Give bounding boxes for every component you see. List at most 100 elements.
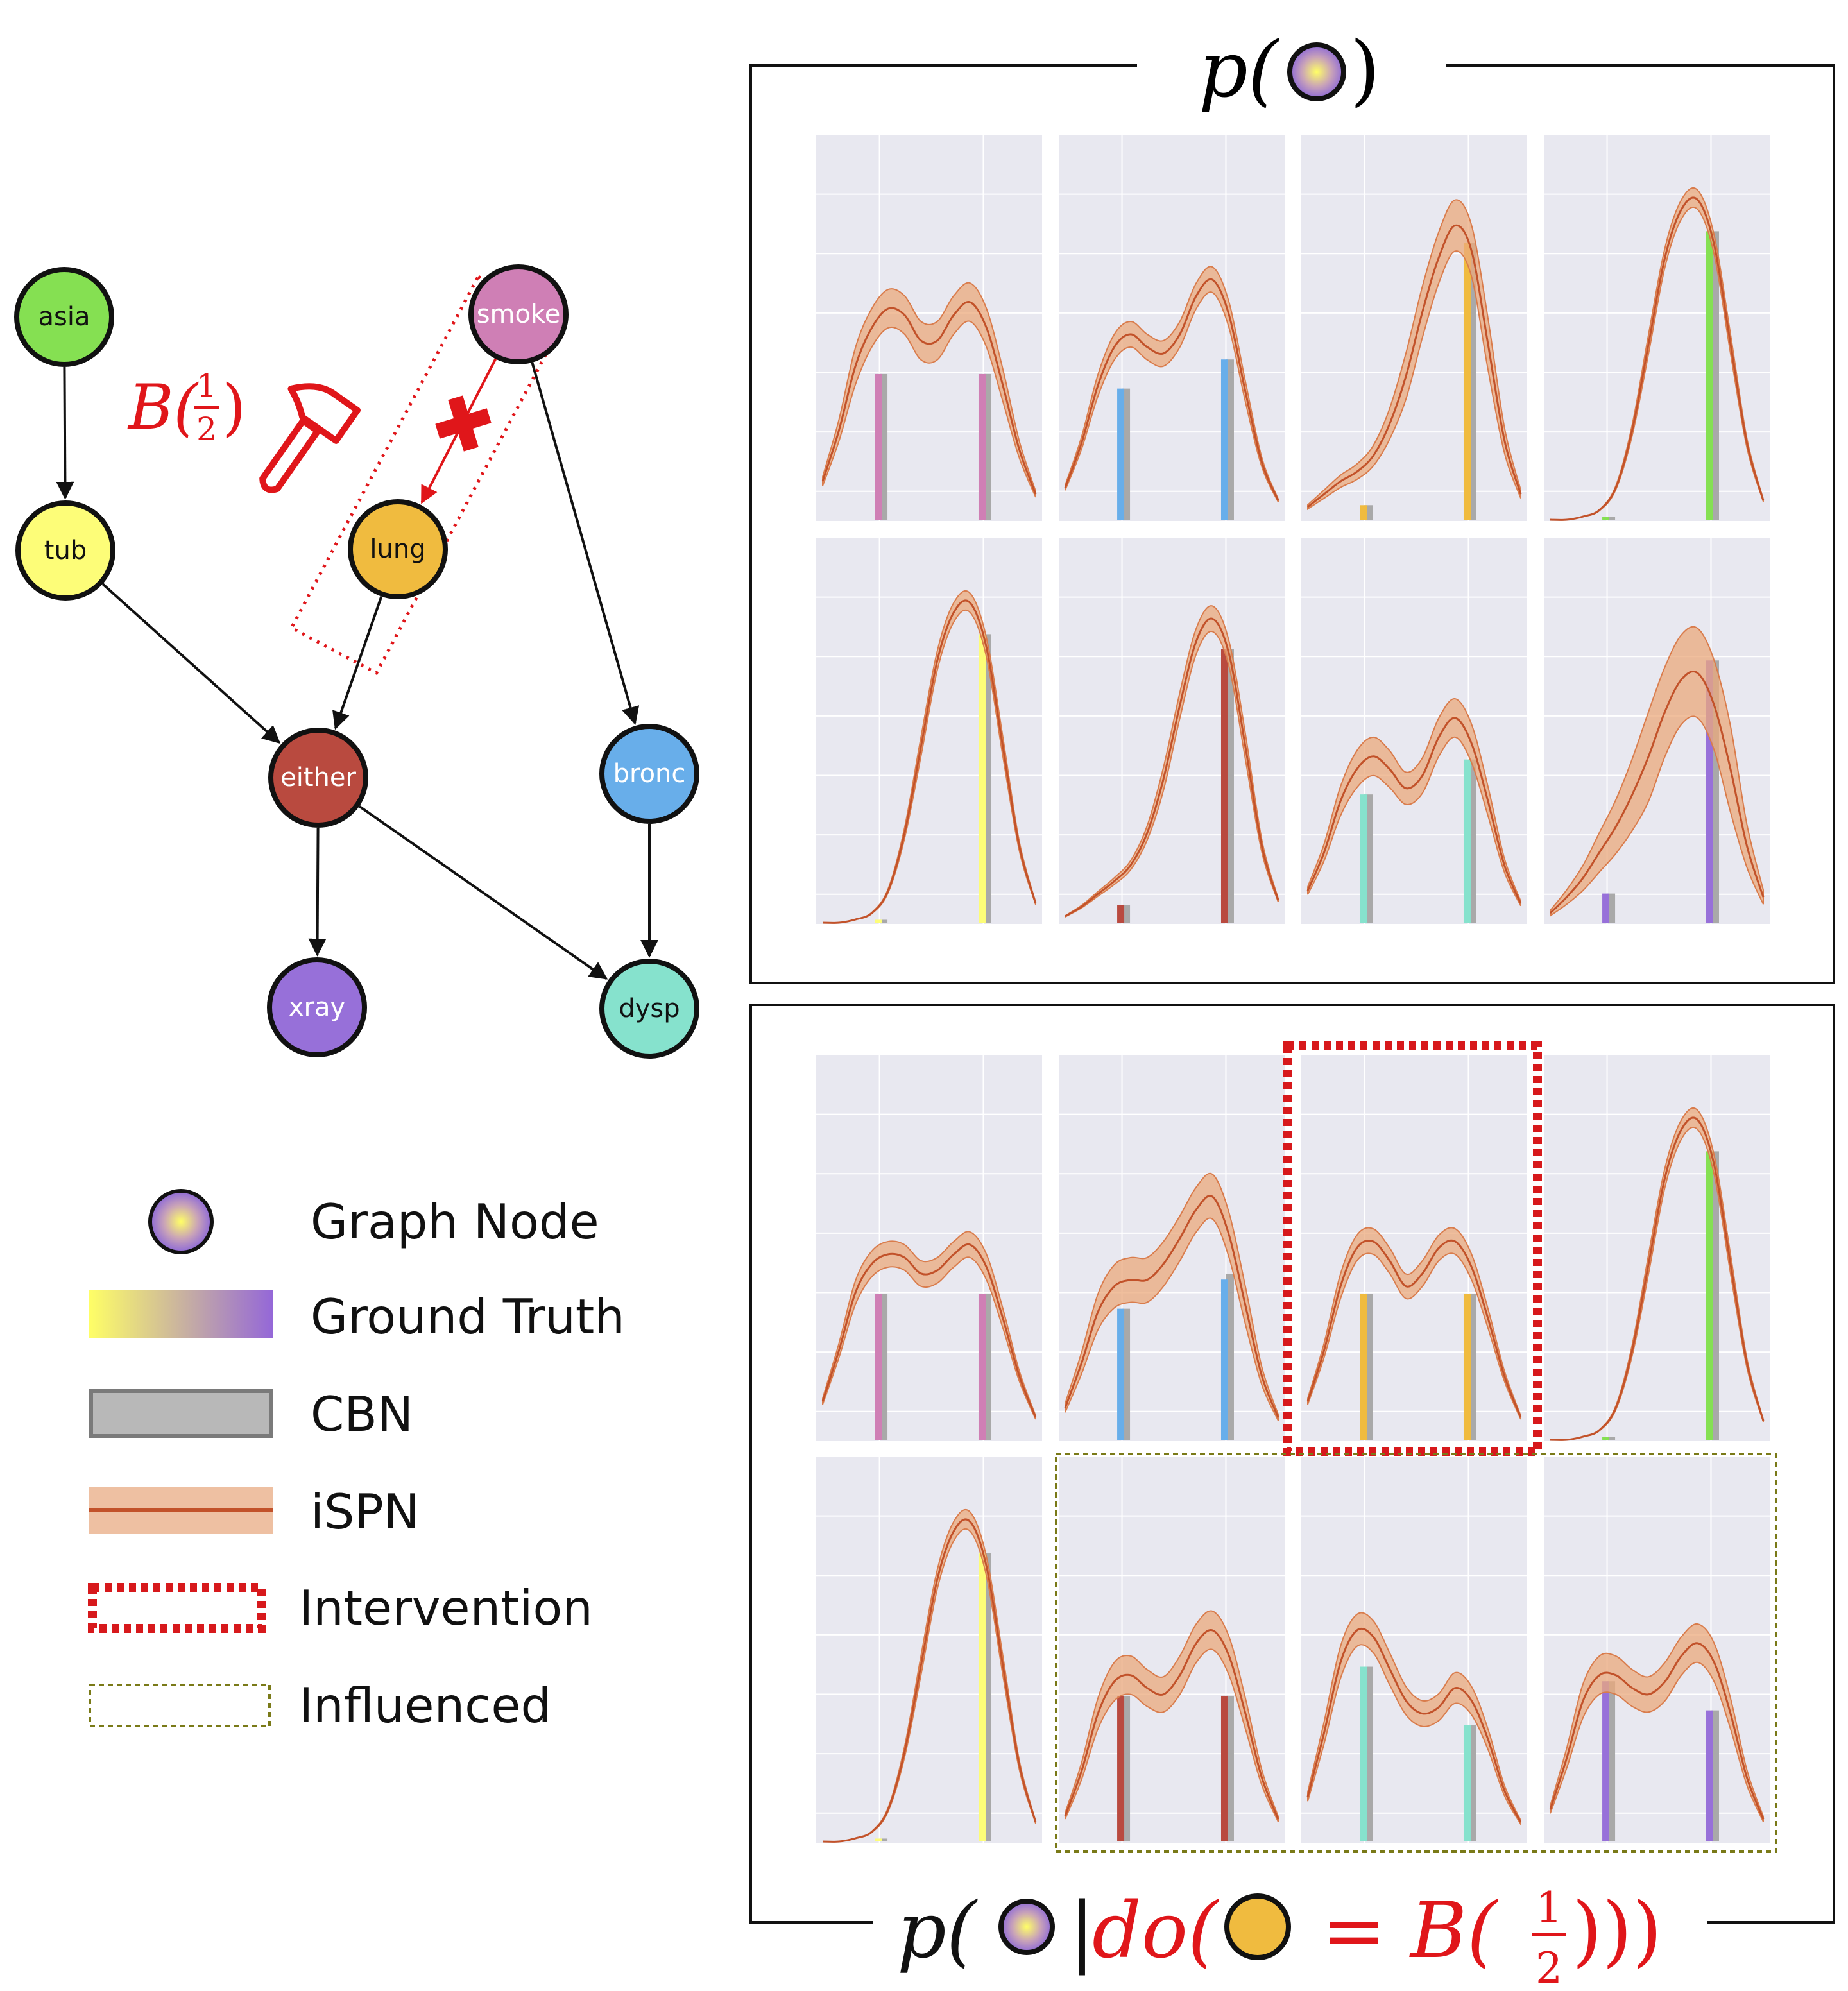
plot-background (1059, 135, 1285, 521)
ground-truth-bar-0 (1602, 517, 1610, 520)
ground-truth-bar-0 (1117, 1695, 1125, 1841)
graph-node-smoke[interactable]: smoke (468, 264, 569, 364)
ispn-line (1064, 1628, 1279, 1820)
ground-truth-bar-0 (1602, 893, 1610, 923)
ground-truth-bar-0 (875, 373, 882, 520)
fraction-bar (194, 406, 219, 409)
legend-ground-truth-swatch (89, 1290, 273, 1338)
intervention-label-suffix: ) (222, 372, 246, 443)
plot-background (1544, 1055, 1770, 1441)
intervention-label-num: 1 (196, 367, 217, 404)
graph-node-xray[interactable]: xray (267, 957, 367, 1057)
plot-background (816, 538, 1042, 924)
plot-bottom-6-dysp (1301, 1457, 1527, 1843)
graph-node-smoke-label: smoke (477, 300, 561, 329)
bottom-title-num: 1 (1536, 1883, 1562, 1933)
bottom-panel-frame (749, 1004, 1835, 1924)
bottom-title-B: B( (1409, 1886, 1498, 1976)
ground-truth-bar-1 (1706, 1710, 1713, 1841)
ispn-band (1307, 199, 1521, 511)
bottom-title-node-icon (998, 1899, 1055, 1955)
plot-background (1301, 538, 1527, 924)
graph-node-either[interactable]: either (268, 728, 368, 828)
ispn-band (1550, 626, 1764, 918)
plot-bottom-7-xray (1544, 1457, 1770, 1843)
cbn-bar-0 (879, 1838, 888, 1841)
bottom-title-equals: = (1322, 1886, 1387, 1976)
graph-node-asia-label: asia (38, 302, 90, 332)
ispn-band (1307, 698, 1521, 907)
ground-truth-bar-1 (1220, 359, 1228, 520)
ground-truth-bar-0 (1360, 505, 1367, 520)
plot-background (1059, 1457, 1285, 1843)
legend-ispn-label: iSPN (311, 1483, 420, 1540)
bottom-title-close: ))) (1572, 1886, 1662, 1976)
influenced-highlight-box (1055, 1453, 1777, 1853)
edge-either-xray (308, 827, 327, 957)
ground-truth-bar-0 (875, 1294, 882, 1440)
ground-truth-bar-0 (1117, 905, 1125, 923)
ground-truth-bar-1 (978, 1294, 986, 1440)
bottom-title-p: p( (897, 1886, 978, 1976)
legend-intervention-swatch (88, 1583, 266, 1633)
graph-node-dysp-label: dysp (619, 994, 680, 1023)
legend-ground-truth-label: Ground Truth (311, 1288, 625, 1345)
ispn-band (1065, 605, 1279, 918)
legend-intervention-label: Intervention (299, 1580, 593, 1636)
ispn-line (1065, 617, 1279, 918)
intervention-label-prefix: B( (127, 372, 200, 443)
ground-truth-bar-1 (1220, 649, 1228, 923)
ground-truth-bar-0 (1360, 794, 1367, 923)
graph-node-lung-label: lung (370, 534, 425, 564)
plot-top-7-xray (1544, 538, 1770, 924)
graph-node-either-label: either (280, 763, 356, 792)
ispn-band (822, 590, 1036, 924)
ispn-line (1306, 717, 1522, 904)
edge-cut-cross-icon (435, 395, 492, 452)
graph-node-bronc[interactable]: bronc (599, 724, 699, 824)
plot-bottom-0-smoke (816, 1055, 1042, 1441)
ispn-band (1065, 1172, 1279, 1421)
causal-graph: B( 1 2 ) asia smoke tub lung either bronc xray… (14, 264, 699, 1059)
legend-graph-node-label: Graph Node (311, 1193, 599, 1250)
legend: Graph Node Ground Truth CBN iSPN Interve… (88, 1189, 625, 1734)
top-title-close: ) (1350, 26, 1380, 115)
plot-top-2-lung (1301, 135, 1527, 521)
cbn-bar-0 (1607, 1437, 1616, 1440)
ispn-line (1064, 278, 1279, 501)
ispn-band (822, 1508, 1036, 1843)
plot-top-4-tub (816, 538, 1042, 924)
graph-node-asia[interactable]: asia (14, 267, 114, 367)
intervention-label-den: 2 (196, 411, 217, 448)
hammer-icon (259, 383, 361, 493)
graph-node-dysp[interactable]: dysp (599, 959, 699, 1059)
ground-truth-bar-1 (978, 634, 986, 923)
top-panel-title: p( ) (1199, 26, 1380, 115)
edge-smoke-bronc (531, 362, 640, 725)
plot-top-5-either (1059, 538, 1285, 924)
ispn-line (1307, 224, 1522, 508)
graph-node-xray-label: xray (289, 993, 345, 1022)
intervention-edge-box (289, 274, 566, 676)
edge-either-dysp (358, 805, 608, 980)
ground-truth-bar-1 (1463, 1725, 1471, 1841)
legend-ispn-line-swatch (89, 1508, 273, 1512)
plot-background (1301, 1055, 1527, 1441)
graph-node-bronc-circle (599, 724, 699, 824)
graph-node-tub[interactable]: tub (15, 500, 116, 601)
bottom-title-lung-node-icon (1224, 1893, 1291, 1960)
plot-bottom-2-lung (1301, 1055, 1527, 1441)
ground-truth-bar-0 (875, 919, 882, 923)
ispn-line (1306, 1627, 1522, 1823)
ispn-line (1550, 1116, 1765, 1441)
graph-node-lung[interactable]: lung (348, 499, 448, 599)
ground-truth-bar-1 (978, 373, 986, 520)
graph-edges (56, 358, 658, 980)
legend-cbn-label: CBN (311, 1386, 413, 1442)
plot-bottom-3-asia (1544, 1055, 1770, 1441)
graph-node-tub-label: tub (44, 536, 87, 565)
top-panel-observational: p( ) (749, 26, 1835, 984)
ground-truth-bar-0 (1117, 1308, 1125, 1440)
bottom-title-bar: | (1069, 1886, 1095, 1976)
plot-bottom-1-bronc (1059, 1055, 1285, 1441)
